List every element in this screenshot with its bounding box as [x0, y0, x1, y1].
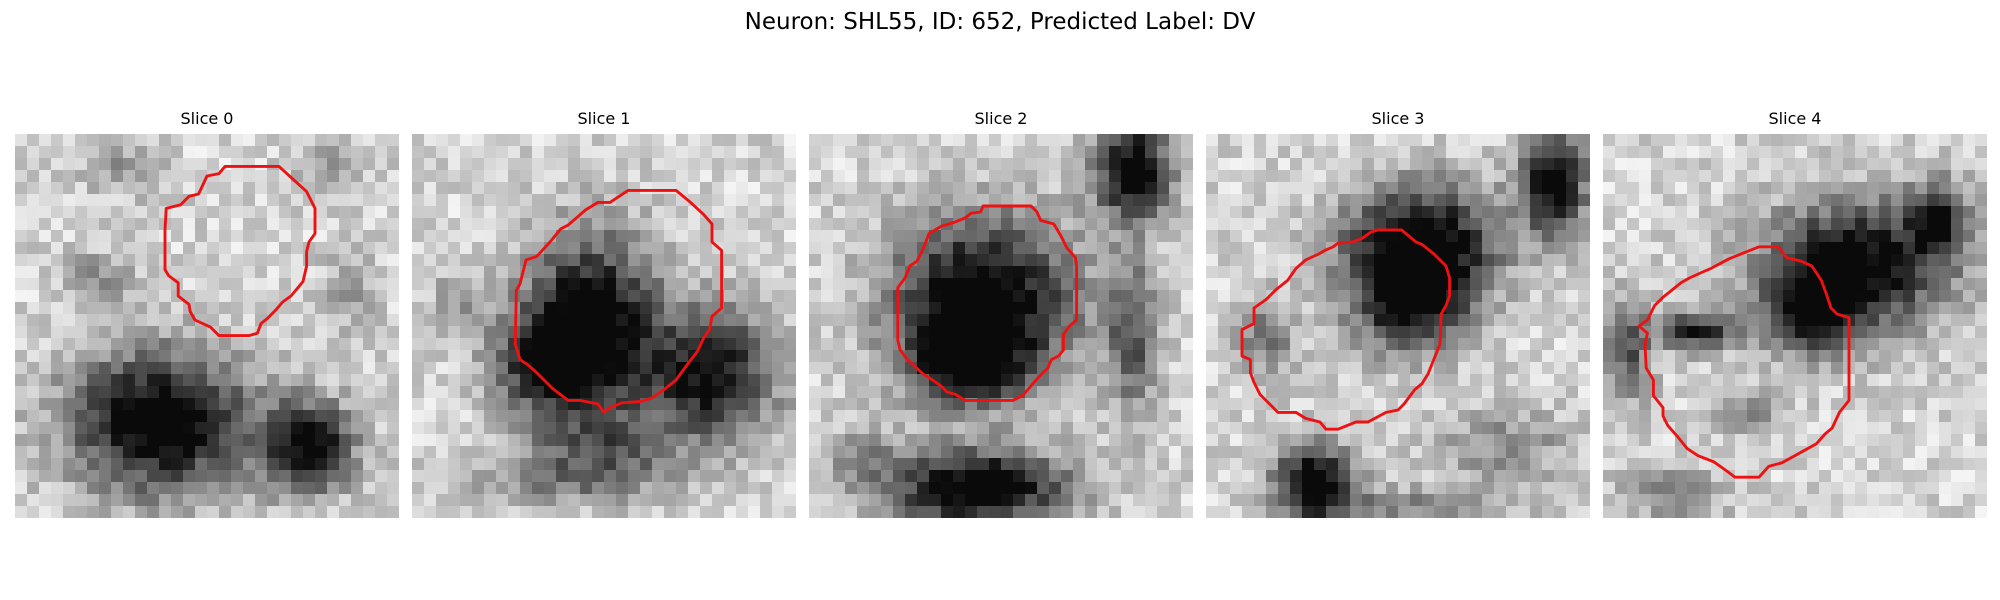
pixel-grid — [809, 134, 1193, 518]
roi-contour — [1637, 245, 1851, 479]
slice-title-1: Slice 1 — [577, 109, 631, 128]
slice-title-4: Slice 4 — [1768, 109, 1822, 128]
roi-contour — [1240, 228, 1452, 431]
figure-title: Neuron: SHL55, ID: 652, Predicted Label:… — [744, 9, 1256, 35]
slice-image-3 — [1206, 134, 1590, 518]
slice-image-1 — [412, 134, 796, 518]
slice-title-3: Slice 3 — [1371, 109, 1425, 128]
pixel-grid — [1603, 134, 1987, 518]
pixel-grid — [412, 134, 796, 518]
slice-title-2: Slice 2 — [974, 109, 1028, 128]
roi-contour — [513, 188, 724, 414]
roi-contour — [163, 164, 317, 338]
slice-image-4 — [1603, 134, 1987, 518]
slice-title-0: Slice 0 — [180, 109, 234, 128]
roi-contour — [896, 204, 1079, 402]
slice-image-0 — [15, 134, 399, 518]
pixel-grid — [1206, 134, 1590, 518]
slice-image-2 — [809, 134, 1193, 518]
pixel-grid — [15, 134, 399, 518]
